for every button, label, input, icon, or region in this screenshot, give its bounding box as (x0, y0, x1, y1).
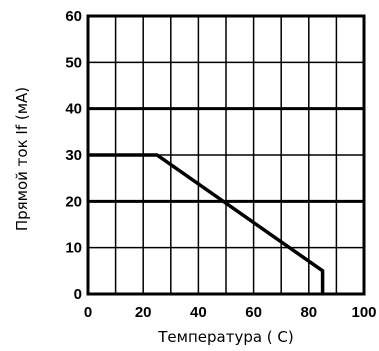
x-axis-title: Температура ( С) (157, 328, 294, 346)
x-tick-label: 0 (84, 304, 92, 321)
y-tick-label: 20 (65, 193, 82, 210)
y-tick-label: 50 (65, 54, 82, 71)
series-line-1 (88, 153, 325, 294)
y-tick-label: 40 (65, 101, 82, 118)
series-layer (88, 153, 325, 294)
y-axis-title: Прямой ток If (мА) (13, 87, 31, 231)
y-tick-labels: 0 10 20 30 40 50 60 (65, 8, 82, 303)
x-tick-label: 20 (135, 304, 152, 321)
x-tick-label: 40 (190, 304, 207, 321)
x-tick-label: 60 (245, 304, 262, 321)
y-tick-label: 10 (65, 240, 82, 257)
x-tick-labels: 0 20 40 60 80 100 (84, 304, 377, 321)
y-tick-label: 30 (65, 147, 82, 164)
x-tick-label: 100 (351, 304, 376, 321)
y-tick-label: 0 (74, 286, 82, 303)
x-tick-label: 80 (300, 304, 317, 321)
y-tick-label: 60 (65, 8, 82, 25)
